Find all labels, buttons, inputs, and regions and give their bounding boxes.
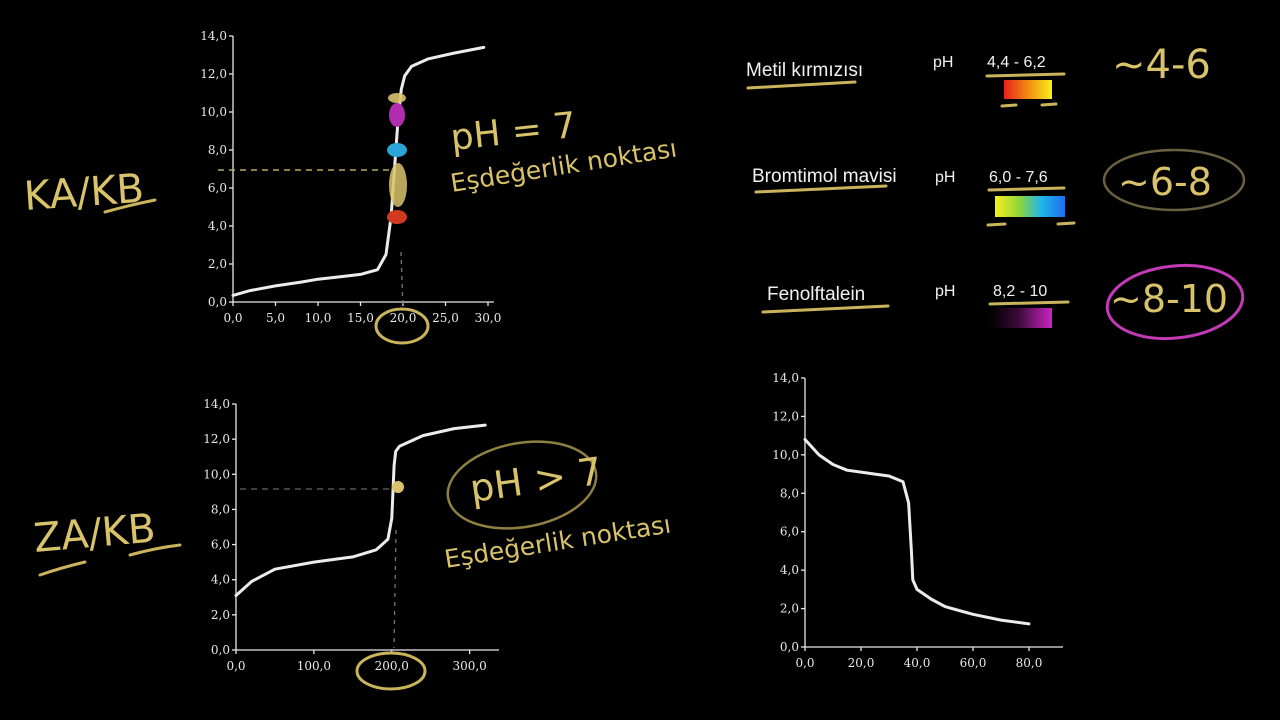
color-swatch — [1004, 80, 1052, 99]
color-swatch — [990, 308, 1052, 328]
ph-range: 8,2 - 10 — [993, 283, 1047, 300]
range-underline — [988, 300, 1070, 306]
titration-curve — [234, 423, 487, 597]
indicator-bromtimol: Bromtimol mavisi pH 6,0 - 7,6 ~6-8 — [752, 148, 1246, 227]
axis-lines — [804, 378, 1063, 648]
y-tick-label: 0,0 — [780, 640, 799, 654]
x-tick-label: 30,0 — [475, 311, 502, 325]
y-tick-label: 0,0 — [211, 643, 230, 657]
titration-curve — [803, 438, 1031, 626]
x-tick-label: 100,0 — [297, 659, 331, 673]
y-tick-label: 12,0 — [772, 409, 799, 423]
x-tick-label: 300,0 — [452, 659, 486, 673]
y-tick-label: 12,0 — [203, 432, 230, 446]
equivalence-guide-line-1 — [400, 251, 404, 311]
x-tick-label: 200,0 — [375, 659, 409, 673]
ka-kb-label: KA/KB — [22, 166, 145, 220]
titration-chart-decreasing: 0,0 2,0 4,0 6,0 8,0 10,0 12,0 14,0 0,0 20,0 40,0 60… — [772, 371, 1063, 670]
indicator-metil: Metil kırmızısı pH 4,4 - 6,2 ~4-6 — [746, 42, 1211, 108]
za-kb-underline — [38, 543, 182, 577]
y-tick-label: 10,0 — [200, 105, 227, 119]
ka-kb-underline — [103, 198, 157, 214]
y-tick-label: 4,0 — [211, 573, 230, 587]
x-tick-label: 0,0 — [223, 311, 242, 325]
indicator-underline — [746, 80, 857, 90]
x-tick-label: 80,0 — [1016, 656, 1043, 670]
y-tick-label: 4,0 — [780, 563, 799, 577]
x-tick-label: 40,0 — [904, 656, 931, 670]
note-circle — [1102, 148, 1246, 212]
y-tick-label: 6,0 — [211, 538, 230, 552]
y-tick-label: 8,0 — [780, 486, 799, 500]
axis-lines — [235, 404, 499, 651]
range-underline — [985, 72, 1066, 78]
indicator-underline — [754, 184, 888, 194]
note-circle — [1105, 263, 1245, 341]
ph-label: pH — [935, 169, 955, 186]
approx-range-note: ~6-8 — [1118, 160, 1212, 204]
y-tick-label: 2,0 — [780, 602, 799, 616]
x-tick-label: 0,0 — [795, 656, 814, 670]
indicator-name: Fenolftalein — [767, 284, 865, 305]
equivalence-point-marker — [392, 481, 404, 493]
x-tick-label: 60,0 — [960, 656, 987, 670]
y-tick-label: 10,0 — [772, 448, 799, 462]
y-tick-label: 2,0 — [211, 608, 230, 622]
indicator-name: Metil kırmızısı — [746, 60, 863, 81]
indicator-underline — [761, 304, 890, 314]
x-tick-label: 10,0 — [305, 311, 332, 325]
swatch-marks — [1000, 102, 1058, 108]
equivalence-tick-circle-1 — [374, 307, 430, 345]
ph-range: 6,0 - 7,6 — [989, 169, 1048, 186]
y-tick-label: 0,0 — [208, 295, 227, 309]
x-tick-label: 20,0 — [390, 311, 417, 325]
y-tick-label: 14,0 — [200, 29, 227, 43]
indicator-fenolftalein: Fenolftalein pH 8,2 - 10 ~8-10 — [761, 263, 1245, 341]
titration-chart-weak-acid-strong-base: 0,0 2,0 4,0 6,0 8,0 10,0 12,0 14,0 0,0 100,0 200,0… — [203, 397, 499, 673]
y-tick-label: 14,0 — [772, 371, 799, 385]
y-tick-label: 6,0 — [780, 525, 799, 539]
y-tick-label: 10,0 — [203, 467, 230, 481]
y-tick-label: 8,0 — [208, 143, 227, 157]
range-underline — [987, 186, 1066, 192]
ph-label: pH — [933, 54, 953, 71]
x-tick-label: 20,0 — [848, 656, 875, 670]
equivalence-tick-circle-2 — [355, 651, 427, 691]
y-tick-label: 12,0 — [200, 67, 227, 81]
y-tick-label: 14,0 — [203, 397, 230, 411]
ph-range: 4,4 - 6,2 — [987, 54, 1046, 71]
y-tick-label: 2,0 — [208, 257, 227, 271]
x-tick-label: 15,0 — [347, 311, 374, 325]
x-tick-label: 5,0 — [266, 311, 285, 325]
x-tick-label: 0,0 — [226, 659, 245, 673]
y-tick-label: 4,0 — [208, 219, 227, 233]
approx-range-note: ~8-10 — [1110, 277, 1228, 321]
ph-label: pH — [935, 283, 955, 300]
indicator-name: Bromtimol mavisi — [752, 166, 897, 187]
titration-curve — [231, 45, 486, 297]
equivalence-guide-line-2 — [393, 529, 397, 649]
swatch-marks — [986, 221, 1076, 227]
indicator-smudges — [387, 93, 407, 224]
color-swatch — [995, 196, 1065, 217]
y-tick-label: 8,0 — [211, 502, 230, 516]
ph-greater-7-circle — [446, 440, 598, 530]
y-tick-label: 6,0 — [208, 181, 227, 195]
titration-chart-strong-acid-strong-base: 0,0 2,0 4,0 6,0 8,0 10,0 12,0 14,0 0,0 5,0 10,0 15,… — [200, 29, 501, 325]
approx-range-note: ~4-6 — [1112, 42, 1211, 88]
x-tick-label: 25,0 — [432, 311, 459, 325]
